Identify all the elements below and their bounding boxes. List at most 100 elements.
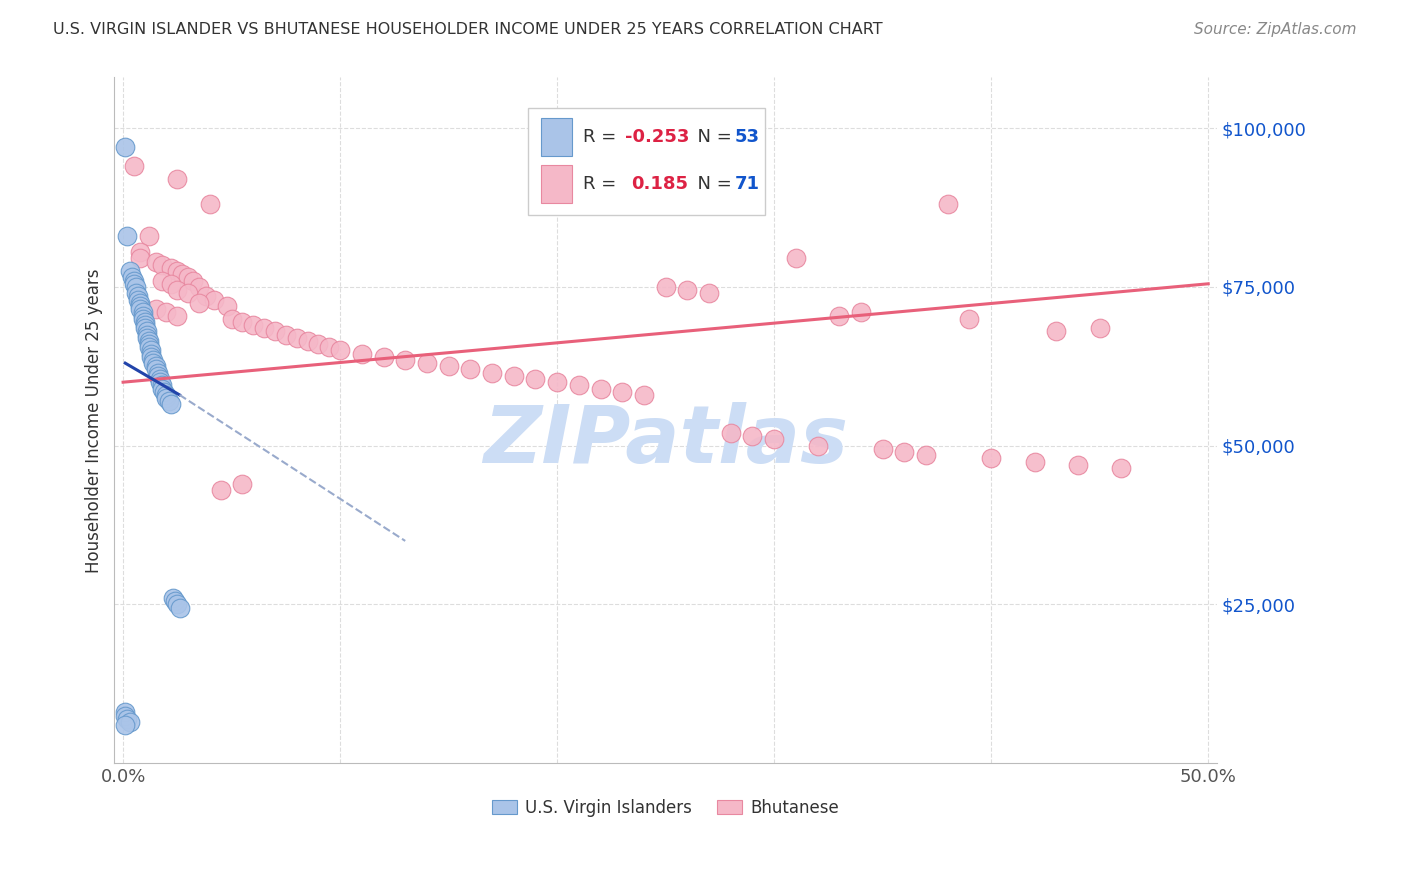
- Point: [763, 433, 786, 447]
- Point: [122, 274, 145, 288]
- Point: [150, 258, 173, 272]
- Point: [893, 445, 915, 459]
- Point: [142, 353, 165, 368]
- Point: [155, 305, 177, 319]
- Point: [170, 267, 193, 281]
- Point: [221, 311, 243, 326]
- Point: [720, 425, 742, 440]
- Point: [131, 305, 153, 319]
- Point: [150, 274, 173, 288]
- Point: [121, 270, 143, 285]
- Point: [242, 318, 264, 332]
- Point: [437, 359, 460, 374]
- Point: [155, 388, 177, 402]
- Point: [1111, 461, 1133, 475]
- Point: [114, 140, 136, 154]
- Point: [134, 318, 156, 332]
- Point: [589, 382, 612, 396]
- Text: R =: R =: [583, 175, 627, 193]
- Point: [741, 429, 763, 443]
- Point: [131, 309, 153, 323]
- Text: 0.185: 0.185: [631, 175, 689, 193]
- Point: [217, 299, 239, 313]
- Point: [959, 311, 981, 326]
- Point: [138, 340, 160, 354]
- Point: [253, 321, 276, 335]
- Point: [1024, 454, 1046, 468]
- Point: [568, 378, 591, 392]
- Point: [1088, 321, 1111, 335]
- Point: [828, 309, 851, 323]
- Point: [166, 264, 188, 278]
- Point: [166, 172, 188, 186]
- Point: [142, 356, 165, 370]
- Point: [129, 295, 152, 310]
- Point: [160, 277, 183, 291]
- Point: [114, 706, 136, 720]
- Point: [1067, 458, 1090, 472]
- Point: [318, 340, 340, 354]
- Point: [872, 442, 894, 456]
- Point: [129, 299, 152, 313]
- Point: [141, 346, 163, 360]
- Point: [524, 372, 547, 386]
- Text: N =: N =: [686, 128, 737, 146]
- Y-axis label: Householder Income Under 25 years: Householder Income Under 25 years: [86, 268, 103, 573]
- Point: [122, 277, 145, 291]
- Point: [394, 353, 416, 368]
- Point: [136, 325, 159, 339]
- Point: [307, 337, 329, 351]
- Point: [146, 368, 169, 383]
- Point: [155, 391, 177, 405]
- Point: [274, 327, 297, 342]
- Point: [297, 334, 319, 348]
- Point: [160, 397, 183, 411]
- Point: [633, 388, 655, 402]
- Point: [127, 289, 149, 303]
- Point: [114, 708, 136, 723]
- Point: [127, 293, 149, 307]
- Point: [329, 343, 352, 358]
- Point: [141, 350, 163, 364]
- Point: [122, 159, 145, 173]
- Point: [936, 197, 959, 211]
- Point: [177, 270, 200, 285]
- FancyBboxPatch shape: [541, 165, 572, 202]
- Point: [198, 197, 221, 211]
- Point: [177, 286, 200, 301]
- Point: [129, 252, 152, 266]
- Point: [209, 483, 232, 497]
- Point: [980, 451, 1002, 466]
- Point: [134, 315, 156, 329]
- Point: [138, 334, 160, 348]
- Point: [166, 309, 188, 323]
- Point: [136, 331, 159, 345]
- Point: [138, 229, 160, 244]
- Point: [697, 286, 720, 301]
- Point: [194, 289, 217, 303]
- Point: [150, 382, 173, 396]
- Point: [806, 439, 828, 453]
- Point: [145, 359, 167, 374]
- Point: [166, 283, 188, 297]
- Point: [145, 362, 167, 376]
- Point: [502, 368, 524, 383]
- Point: [131, 311, 153, 326]
- Point: [915, 448, 938, 462]
- Point: [676, 283, 699, 297]
- Point: [202, 293, 225, 307]
- Point: [165, 594, 187, 608]
- Point: [612, 384, 634, 399]
- Point: [169, 600, 191, 615]
- Point: [150, 378, 173, 392]
- Point: [785, 252, 807, 266]
- Text: 53: 53: [735, 128, 761, 146]
- Text: 71: 71: [735, 175, 761, 193]
- Point: [160, 260, 183, 275]
- Point: [373, 350, 395, 364]
- Text: -0.253: -0.253: [624, 128, 689, 146]
- Point: [149, 372, 172, 386]
- Point: [153, 384, 176, 399]
- Point: [166, 598, 188, 612]
- Point: [157, 394, 180, 409]
